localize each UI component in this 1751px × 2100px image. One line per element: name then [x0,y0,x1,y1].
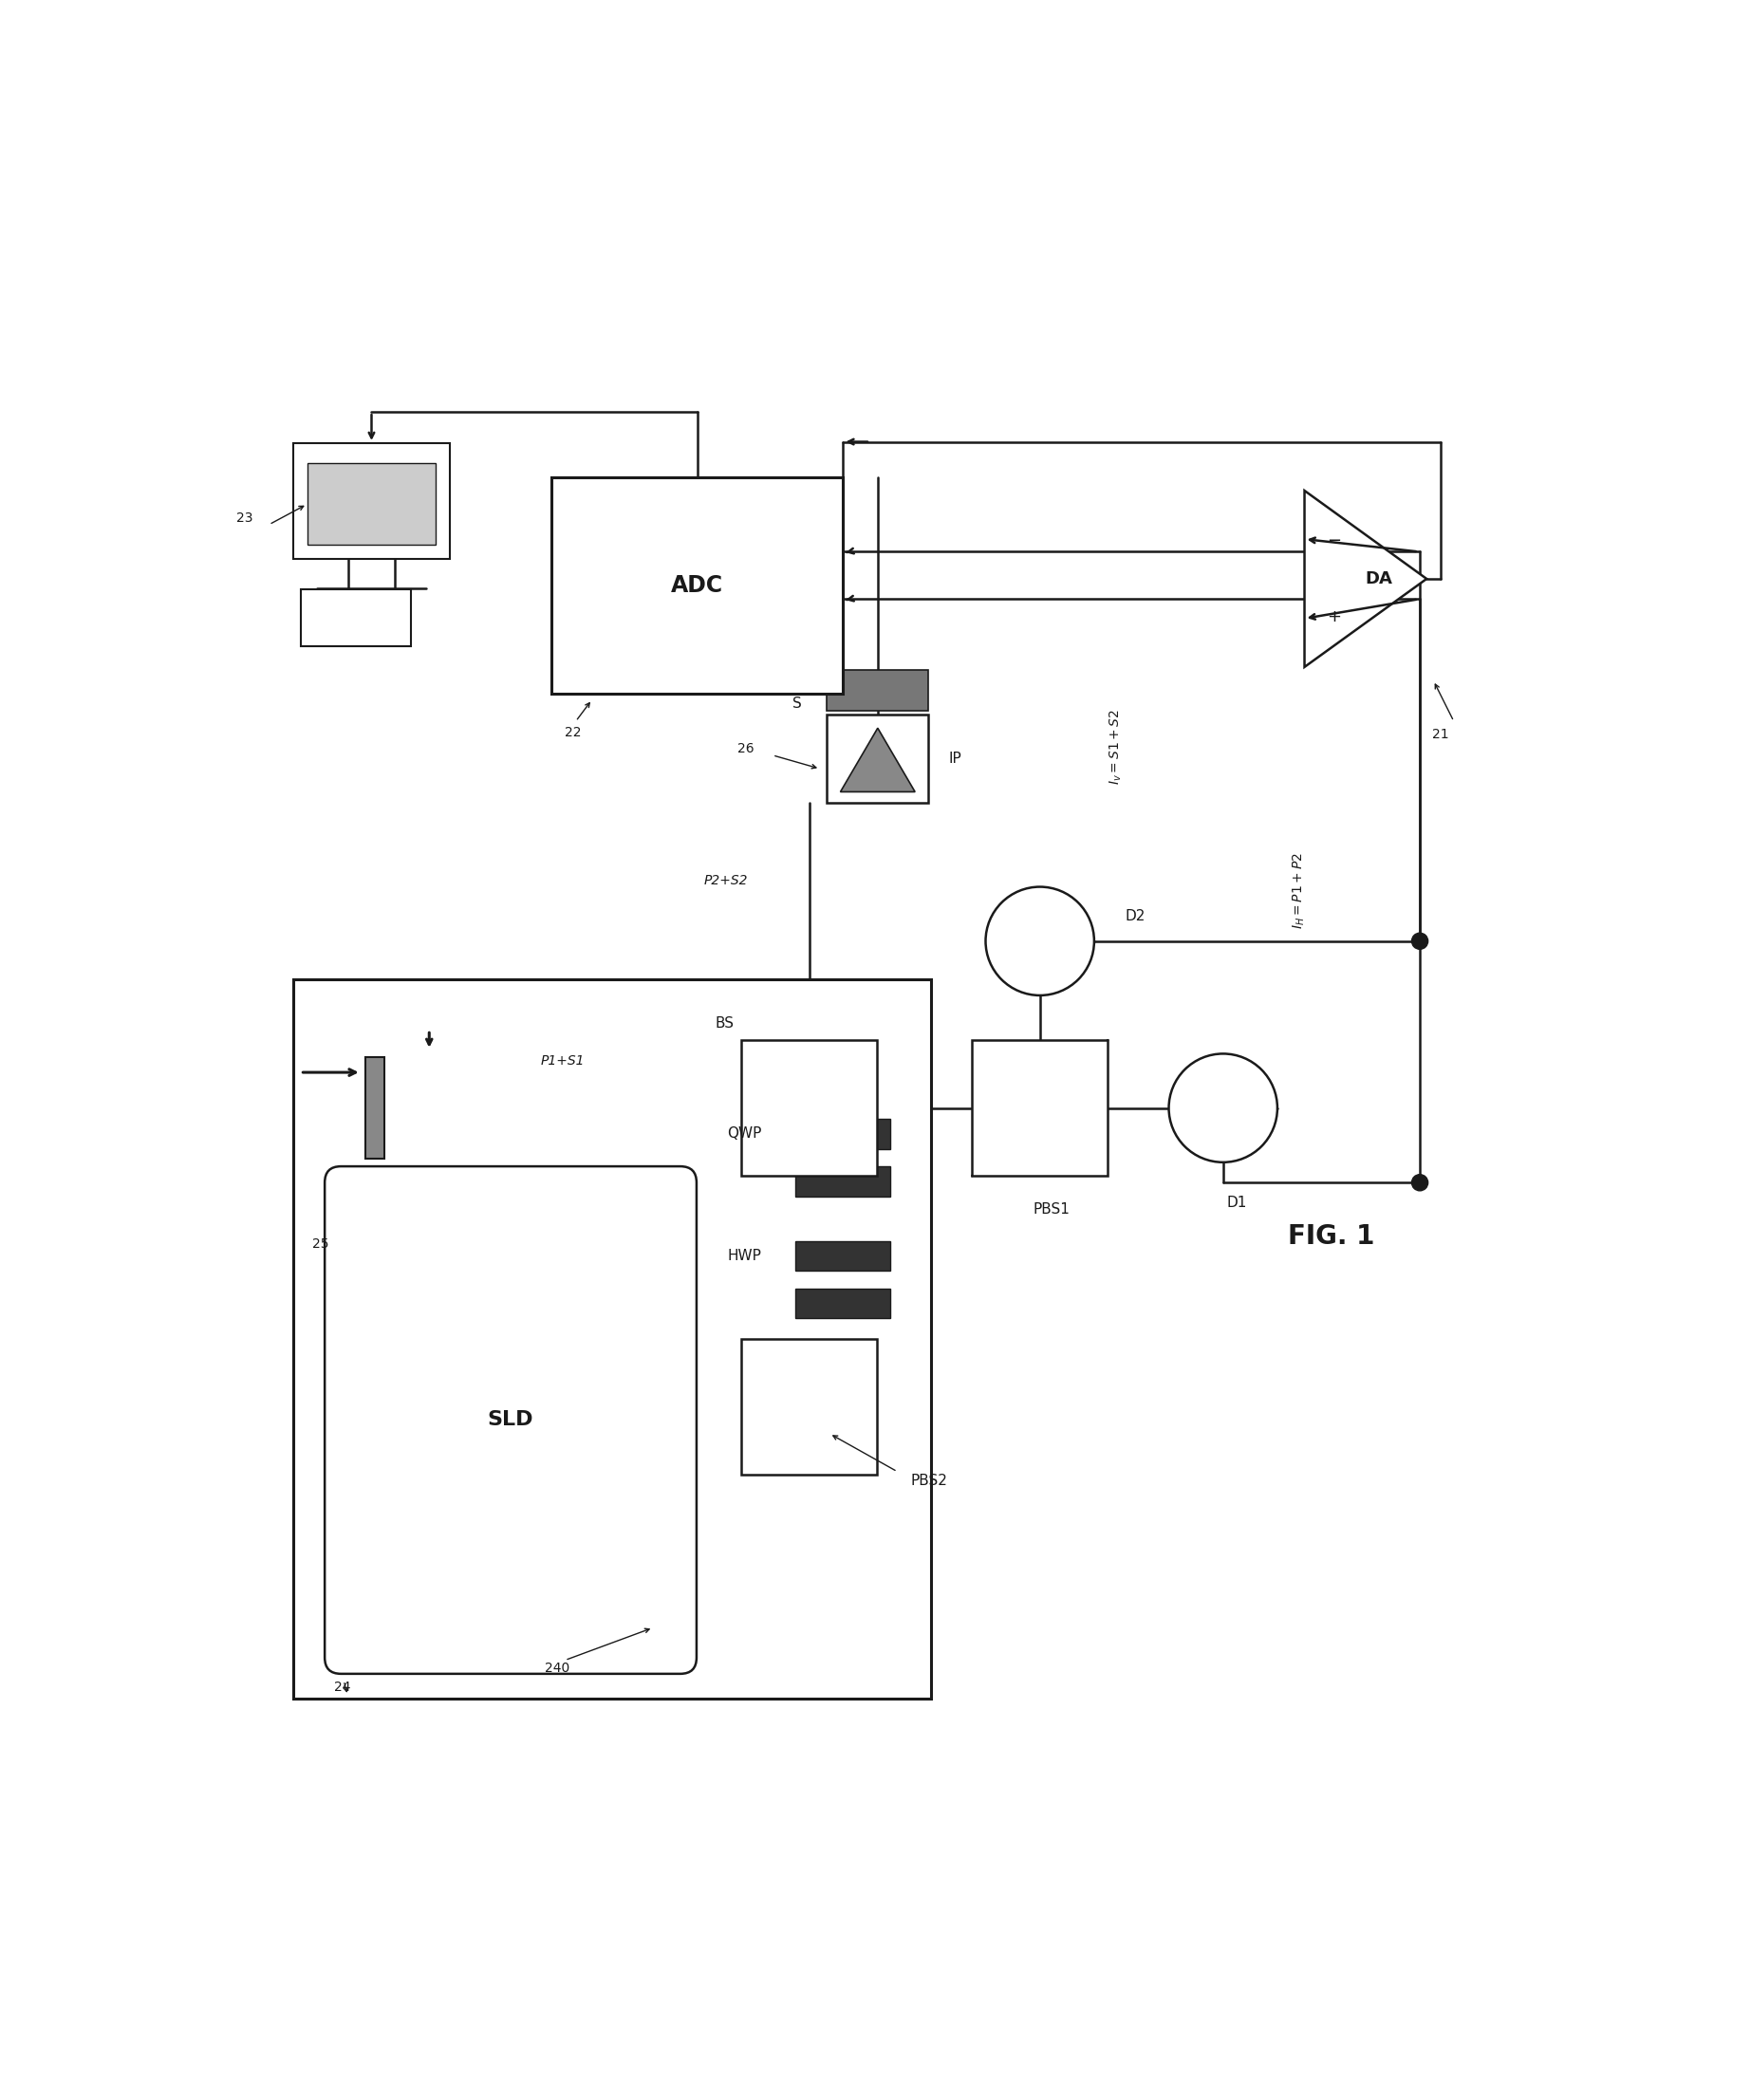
Text: 24: 24 [334,1680,350,1695]
Text: IP: IP [949,752,961,766]
Text: P2+S2: P2+S2 [704,874,748,888]
Bar [972,1040,1108,1176]
Text: S: S [793,697,802,710]
Text: ADC: ADC [671,573,723,596]
Bar [552,477,844,695]
Bar [294,979,932,1699]
Bar [795,1166,891,1197]
Text: 26: 26 [737,741,753,756]
Text: $I_v=S1+S2$: $I_v=S1+S2$ [1108,708,1124,785]
FancyBboxPatch shape [324,1166,697,1674]
Text: BS: BS [716,1016,735,1031]
Circle shape [986,886,1094,995]
Bar [795,1119,891,1149]
Circle shape [1170,1054,1278,1161]
Text: 240: 240 [545,1661,569,1676]
Text: DA: DA [1366,571,1392,588]
Text: 25: 25 [312,1237,329,1250]
Text: FIG. 1: FIG. 1 [1289,1224,1375,1250]
Bar [741,1338,877,1474]
Text: 23: 23 [236,510,252,525]
Text: −: − [1327,531,1341,550]
Text: SLD: SLD [487,1411,534,1430]
Text: QWP: QWP [727,1128,762,1140]
Text: PBS2: PBS2 [911,1474,947,1489]
Text: HWP: HWP [728,1250,762,1262]
Bar [741,1040,877,1176]
Bar [294,443,450,559]
Polygon shape [1304,491,1427,668]
Bar [826,670,928,710]
Text: $I_H=P1+P2$: $I_H=P1+P2$ [1290,853,1306,928]
Bar [366,1056,385,1159]
Text: 21: 21 [1432,729,1448,741]
Text: 22: 22 [566,724,581,739]
Polygon shape [840,729,916,792]
Text: P1+S1: P1+S1 [541,1054,585,1067]
Bar [306,464,436,544]
Bar [795,1241,891,1270]
Circle shape [1411,1174,1429,1191]
Text: +: + [1327,609,1341,626]
Circle shape [1411,932,1429,949]
Bar [301,590,410,647]
Bar [826,714,928,802]
Text: PBS1: PBS1 [1033,1203,1070,1216]
Text: D1: D1 [1226,1195,1247,1210]
Bar [795,1289,891,1319]
Text: D2: D2 [1124,909,1145,924]
